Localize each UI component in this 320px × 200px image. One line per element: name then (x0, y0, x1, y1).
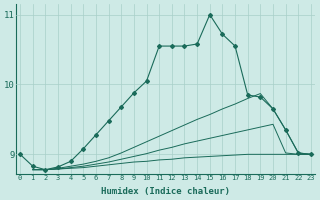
X-axis label: Humidex (Indice chaleur): Humidex (Indice chaleur) (101, 187, 230, 196)
